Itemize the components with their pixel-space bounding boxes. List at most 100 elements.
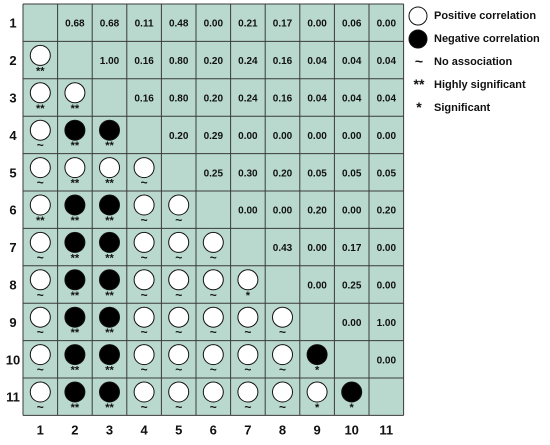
correlation-value-label: 0.29 — [204, 131, 224, 142]
column-tick-label: 9 — [313, 422, 320, 437]
legend-label-highly-significant: Highly significant — [434, 79, 526, 91]
positive-correlation-marker — [29, 157, 51, 179]
row-tick-label: 5 — [9, 165, 16, 180]
significance-label: ** — [71, 290, 80, 302]
correlation-value-label: 0.48 — [169, 19, 189, 30]
correlation-value-label: 0.00 — [273, 206, 293, 217]
significance-label: ~ — [141, 176, 148, 190]
row-tick-label: 4 — [9, 128, 17, 143]
positive-correlation-marker — [237, 269, 259, 291]
positive-correlation-marker — [168, 344, 190, 366]
correlation-value-label: 0.20 — [273, 168, 293, 179]
significance-label: ~ — [175, 288, 182, 302]
correlation-value-label: 0.00 — [342, 318, 362, 329]
correlation-value-label: 0.05 — [377, 168, 397, 179]
legend-label-no-association: No association — [434, 56, 513, 68]
significance-label: * — [315, 402, 320, 414]
legend-item-highly-significant: ** Highly significant — [408, 75, 548, 98]
column-tick-label: 2 — [71, 422, 78, 437]
positive-correlation-marker — [133, 344, 155, 366]
positive-correlation-marker — [168, 306, 190, 328]
correlation-value-label: 0.24 — [238, 94, 258, 105]
row-tick-label: 1 — [9, 16, 16, 31]
significance-label: ** — [105, 252, 114, 264]
positive-correlation-marker — [168, 194, 190, 216]
correlation-value-label: 0.16 — [134, 56, 154, 67]
correlation-value-label: 0.80 — [169, 94, 189, 105]
correlation-value-label: 0.20 — [204, 94, 224, 105]
positive-correlation-marker — [202, 381, 224, 403]
significance-label: ~ — [37, 363, 44, 377]
column-tick-label: 5 — [175, 422, 182, 437]
correlation-value-label: 0.11 — [135, 19, 154, 30]
significance-label: ~ — [210, 250, 217, 264]
correlation-value-label: 0.00 — [273, 131, 293, 142]
correlation-value-label: 0.00 — [342, 206, 362, 217]
negative-correlation-marker — [99, 344, 120, 366]
correlation-value-label: 0.21 — [238, 19, 258, 30]
row-tick-label: 7 — [9, 240, 16, 255]
correlation-value-label: 0.04 — [377, 94, 397, 105]
negative-correlation-marker — [99, 119, 120, 141]
correlation-value-label: 0.20 — [307, 206, 327, 217]
significance-label: ~ — [175, 363, 182, 377]
significance-label: ** — [105, 290, 114, 302]
negative-correlation-marker — [99, 194, 120, 216]
significance-label: ~ — [141, 250, 148, 264]
legend-label-negative: Negative correlation — [434, 33, 540, 45]
correlation-value-label: 0.04 — [377, 56, 397, 67]
positive-correlation-marker — [29, 306, 51, 328]
positive-correlation-marker — [29, 44, 51, 66]
correlation-value-label: 0.00 — [342, 131, 362, 142]
negative-correlation-marker — [99, 306, 120, 328]
positive-correlation-marker — [306, 381, 328, 403]
significance-label: ~ — [141, 288, 148, 302]
significance-label: ~ — [37, 176, 44, 190]
positive-correlation-marker — [202, 269, 224, 291]
correlation-value-label: 0.00 — [238, 131, 258, 142]
significance-label: ** — [36, 65, 45, 77]
correlation-value-label: 0.16 — [273, 94, 293, 105]
significance-label: ~ — [279, 325, 286, 339]
significance-label: ~ — [279, 363, 286, 377]
significance-label: ~ — [210, 363, 217, 377]
correlation-value-label: 0.80 — [169, 56, 189, 67]
significance-label: ** — [105, 365, 114, 377]
positive-correlation-marker — [133, 194, 155, 216]
correlation-value-label: 0.00 — [204, 19, 224, 30]
significance-label: ** — [71, 252, 80, 264]
significance-label: ** — [105, 215, 114, 227]
correlation-value-label: 0.24 — [238, 56, 258, 67]
negative-correlation-marker — [64, 306, 86, 328]
column-tick-label: 3 — [106, 422, 113, 437]
positive-correlation-marker — [133, 231, 155, 253]
correlation-value-label: 0.43 — [273, 243, 293, 254]
column-tick-label: 11 — [379, 422, 393, 437]
column-tick-label: 1 — [37, 422, 44, 437]
correlation-value-label: 0.68 — [100, 19, 120, 30]
significance-label: ~ — [210, 325, 217, 339]
significance-label: ~ — [141, 363, 148, 377]
column-tick-label: 10 — [344, 422, 358, 437]
correlation-value-label: 0.00 — [307, 281, 327, 292]
positive-correlation-marker — [99, 157, 120, 179]
correlation-value-label: 0.20 — [204, 56, 224, 67]
significance-label: * — [246, 290, 251, 302]
positive-correlation-marker — [64, 82, 86, 104]
correlation-value-label: 0.04 — [307, 94, 327, 105]
positive-correlation-marker — [29, 82, 51, 104]
column-tick-label: 8 — [279, 422, 286, 437]
significance-label: ** — [36, 103, 45, 115]
correlation-value-label: 0.25 — [342, 281, 362, 292]
significance-label: ** — [71, 178, 80, 190]
significance-label: ~ — [210, 288, 217, 302]
significance-label: ~ — [175, 250, 182, 264]
significance-label: ~ — [244, 363, 251, 377]
correlation-value-label: 0.20 — [377, 206, 397, 217]
correlation-value-label: 0.00 — [377, 281, 397, 292]
positive-correlation-marker — [202, 231, 224, 253]
correlation-value-label: 0.05 — [342, 168, 362, 179]
correlation-value-label: 0.17 — [273, 19, 293, 30]
correlation-value-label: 0.00 — [377, 355, 397, 366]
